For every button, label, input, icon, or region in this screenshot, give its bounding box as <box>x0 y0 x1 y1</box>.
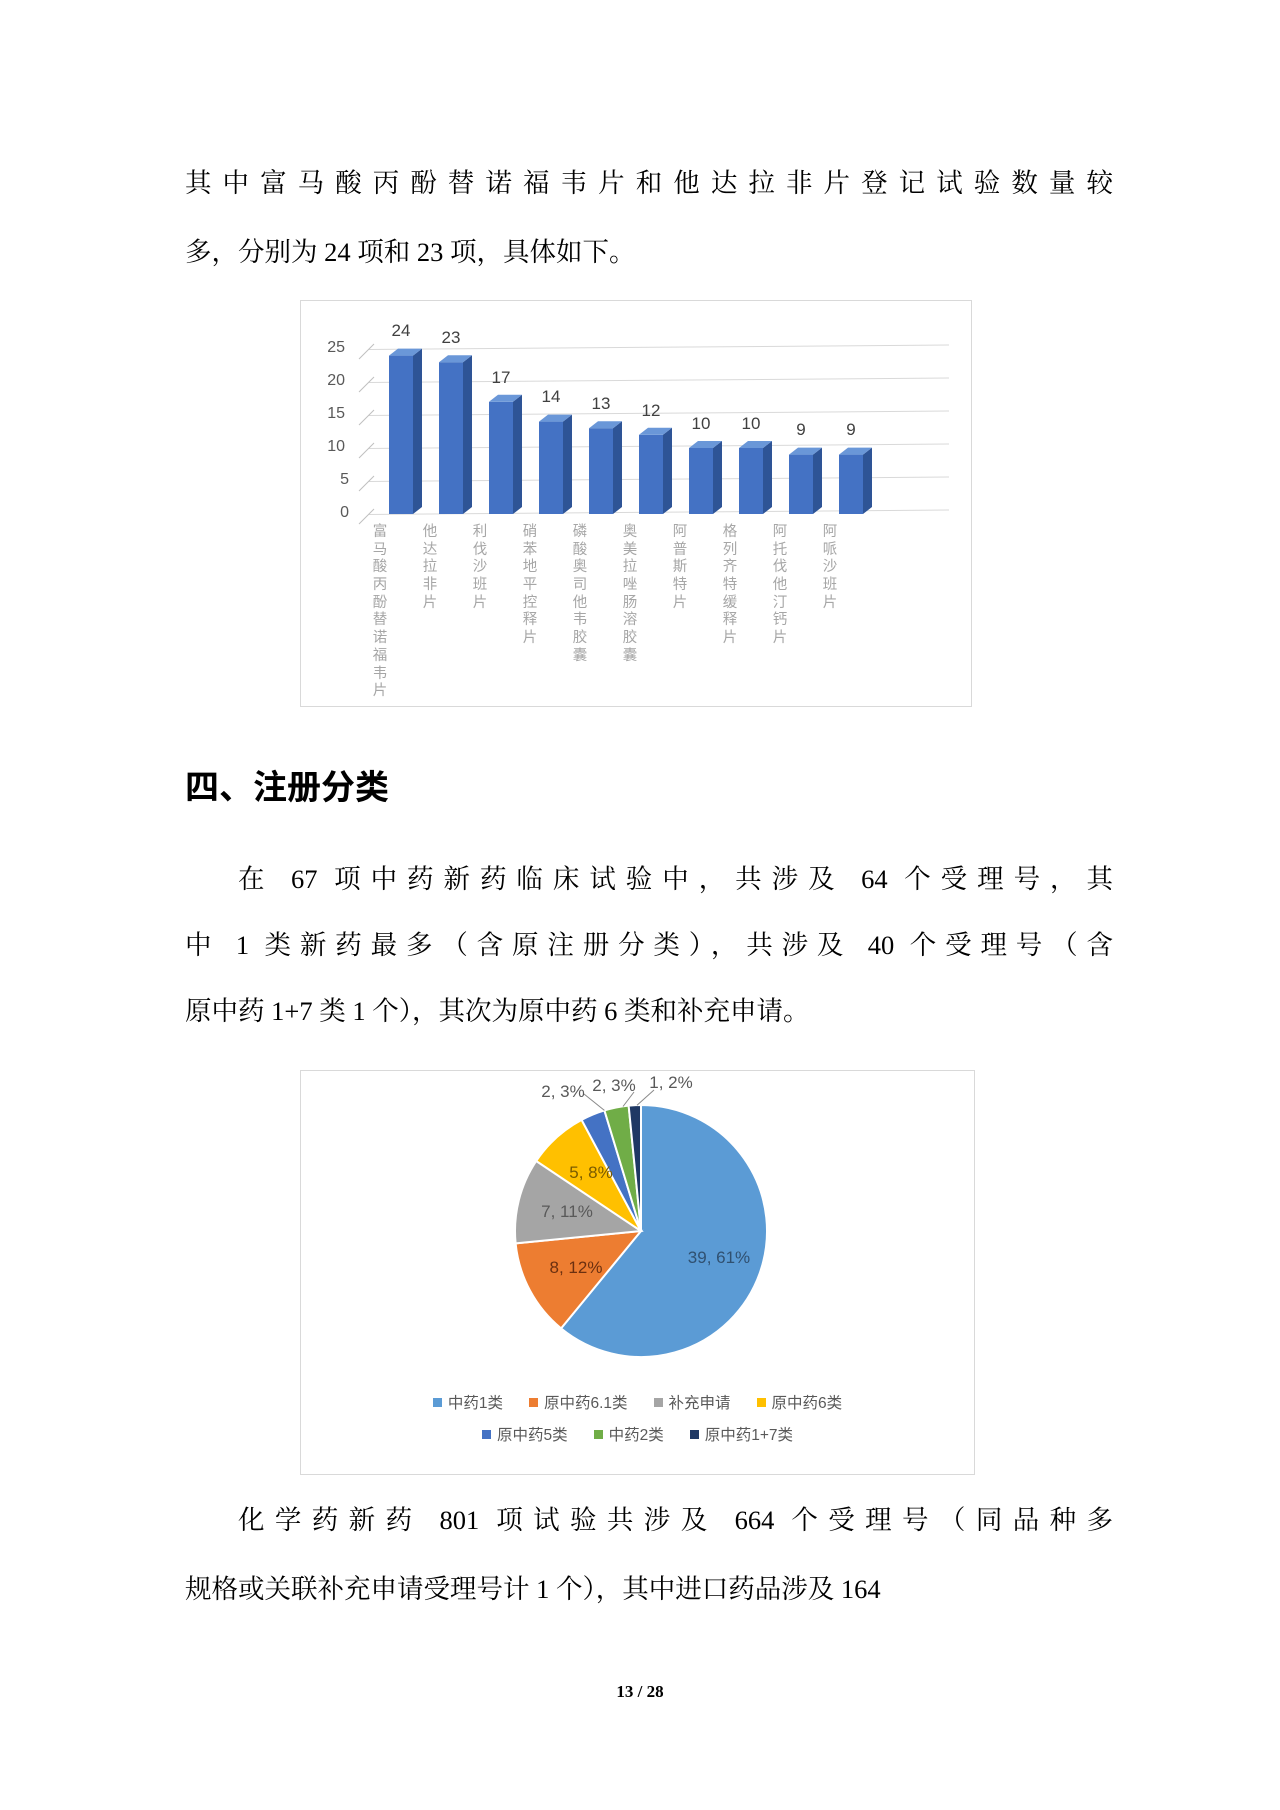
svg-text:7, 11%: 7, 11% <box>541 1202 593 1221</box>
svg-text:1, 2%: 1, 2% <box>649 1073 692 1092</box>
svg-text:2, 3%: 2, 3% <box>592 1076 635 1095</box>
svg-text:2, 3%: 2, 3% <box>541 1082 584 1101</box>
svg-text:39, 61%: 39, 61% <box>688 1248 750 1267</box>
svg-text:8, 12%: 8, 12% <box>550 1258 603 1277</box>
svg-text:5, 8%: 5, 8% <box>569 1163 612 1182</box>
